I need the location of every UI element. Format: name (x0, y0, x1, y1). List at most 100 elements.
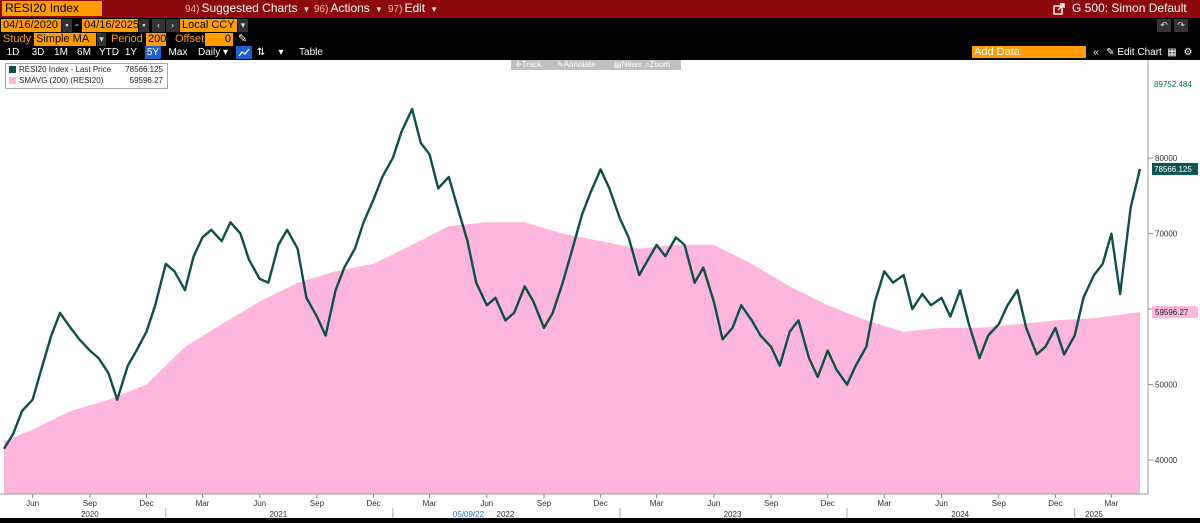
actions-menu[interactable]: 96) Actions ▼ (314, 1, 383, 16)
x-tick-label: Sep (83, 499, 98, 508)
x-tick-label: Dec (1048, 499, 1062, 508)
chart-pane-icon[interactable]: ▦ (1167, 47, 1177, 58)
x-tick-label: Jun (707, 499, 720, 508)
track-label: Track (521, 60, 542, 69)
line-chart-icon[interactable] (236, 46, 252, 59)
x-tick-label: Sep (992, 499, 1007, 508)
currency-select[interactable]: Local CCY (180, 19, 237, 32)
x-tick-label: Sep (764, 499, 779, 508)
x-tick-label: Mar (877, 499, 891, 508)
max-value-label: 89752.484 (1154, 80, 1192, 89)
calendar-icon[interactable]: ▪ (139, 19, 149, 32)
x-year-label: 2020 (81, 510, 99, 518)
x-tick-label: Dec (594, 499, 608, 508)
period-button-6m[interactable]: 6M (77, 47, 91, 58)
period-button-1m[interactable]: 1M (54, 47, 68, 58)
period-button-ytd[interactable]: YTD (99, 47, 119, 58)
redo-icon[interactable]: ↷ (1174, 19, 1188, 32)
pencil-icon[interactable]: ✎ (238, 33, 248, 45)
edit-chart-button[interactable]: ✎ Edit Chart (1104, 46, 1164, 59)
last-price-badge (1152, 162, 1198, 175)
undo-icon[interactable]: ↶ (1157, 19, 1171, 32)
annotate-tool[interactable]: ✎ Annotate (557, 60, 596, 69)
x-year-label: 2025 (1085, 510, 1103, 518)
y-tick-label: 50000 (1155, 381, 1178, 390)
actions-label: Actions (330, 1, 370, 15)
share-icon[interactable] (1053, 3, 1065, 15)
legend-entry-ma: SMAVG (200) (RESI20) 59596.27 (6, 75, 167, 86)
security-field[interactable]: RESI20 Index (2, 1, 102, 16)
annotate-label: Annotate (563, 60, 596, 69)
legend-price-name: RESI20 Index - Last Price (19, 65, 112, 74)
x-tick-label: Dec (366, 499, 380, 508)
track-tool[interactable]: ✢ Track (515, 60, 542, 69)
chart-tools: ✢ Track ✎ Annotate ▤ News ⌕ Zoom (511, 60, 681, 70)
prev-period-icon[interactable]: ‹ (152, 19, 165, 32)
legend-ma-name: SMAVG (200) (RESI20) (19, 76, 104, 85)
y-tick-label: 70000 (1155, 230, 1178, 239)
offset-label: Offset (175, 33, 205, 45)
study-bar: Study Simple MA ▾ Period 200 Offset 0 ✎ (0, 33, 1200, 46)
period-button-5y[interactable]: 5Y (145, 46, 161, 59)
x-tick-label: Mar (423, 499, 437, 508)
y-axis-panel (1148, 60, 1200, 518)
calendar-icon[interactable]: ▪ (62, 19, 72, 32)
x-axis-panel (0, 494, 1200, 518)
price-line (2, 107, 1142, 450)
chevron-down-icon: ▼ (302, 5, 311, 14)
frequency-select[interactable]: Daily ▾ (197, 47, 229, 58)
legend-price-value: 78566.125 (125, 65, 163, 74)
pencil-icon: ✎ (1106, 47, 1118, 58)
suggested-charts-menu[interactable]: 94) Suggested Charts ▼ (185, 1, 310, 16)
next-period-icon[interactable]: › (166, 19, 179, 32)
offset-input[interactable]: 0 (205, 33, 233, 46)
range-separator: - (75, 19, 79, 31)
price-chart: 400005000060000700008000089752.48478566.… (0, 60, 1200, 519)
period-button-max[interactable]: Max (168, 47, 188, 58)
edit-label: Edit (404, 1, 426, 15)
x-tick-label: Dec (821, 499, 835, 508)
chevron-down-icon[interactable]: ▾ (278, 47, 284, 58)
x-tick-label: Jun (253, 499, 266, 508)
zoom-tool[interactable]: ⌕ Zoom (645, 60, 670, 69)
table-button[interactable]: Table (299, 47, 323, 58)
period-input[interactable]: 200 (146, 33, 167, 46)
edit-menu[interactable]: 97) Edit ▼ (388, 1, 438, 16)
x-tick-label: Dec (139, 499, 153, 508)
suggested-charts-label: Suggested Charts (201, 1, 298, 15)
add-data-input[interactable]: Add Data (972, 46, 1086, 58)
period-label: Period (111, 33, 143, 45)
bar-chart-icon[interactable]: ⇅ (256, 47, 266, 58)
legend: RESI20 Index - Last Price 78566.125 SMAV… (5, 63, 168, 89)
start-date-field[interactable]: 04/16/2020 (1, 19, 61, 32)
gear-icon[interactable]: ⚙ (1183, 47, 1193, 58)
collapse-icon[interactable]: « (1093, 47, 1099, 58)
x-year-label: 2022 (497, 510, 515, 518)
y-tick-label: 80000 (1155, 154, 1178, 163)
chevron-down-icon[interactable]: ▾ (238, 19, 248, 32)
news-label: News (621, 60, 642, 69)
x-tick-label: Sep (537, 499, 552, 508)
last-ma-label: 59596.27 (1155, 308, 1189, 317)
period-button-3d[interactable]: 3D (31, 47, 45, 58)
period-button-1d[interactable]: 1D (6, 47, 20, 58)
chevron-down-icon[interactable]: ▾ (97, 33, 106, 46)
x-year-label: 2023 (724, 510, 742, 518)
chevron-down-icon: ▼ (430, 5, 439, 14)
last-price-label: 78566.125 (1154, 165, 1192, 174)
x-tick-label: Mar (196, 499, 210, 508)
date-range-bar: 04/16/2020 ▪ - 04/16/2025 ▪ ‹ › Local CC… (0, 19, 1200, 33)
x-tick-label: Jun (26, 499, 39, 508)
news-tool[interactable]: ▤ News (614, 60, 642, 69)
period-button-1y[interactable]: 1Y (124, 47, 138, 58)
end-date-field[interactable]: 04/16/2025 (82, 19, 140, 32)
legend-entry-price: RESI20 Index - Last Price 78566.125 (6, 64, 167, 75)
y-tick-label: 40000 (1155, 456, 1178, 465)
x-year-label: 2021 (269, 510, 287, 518)
chevron-down-icon: ▼ (374, 5, 383, 14)
legend-ma-value: 59596.27 (129, 76, 163, 85)
template-label[interactable]: G 500: Simon Default (1072, 1, 1187, 15)
last-ma-badge (1152, 306, 1198, 319)
study-type-select[interactable]: Simple MA (34, 33, 96, 46)
x-tick-label: Sep (310, 499, 325, 508)
